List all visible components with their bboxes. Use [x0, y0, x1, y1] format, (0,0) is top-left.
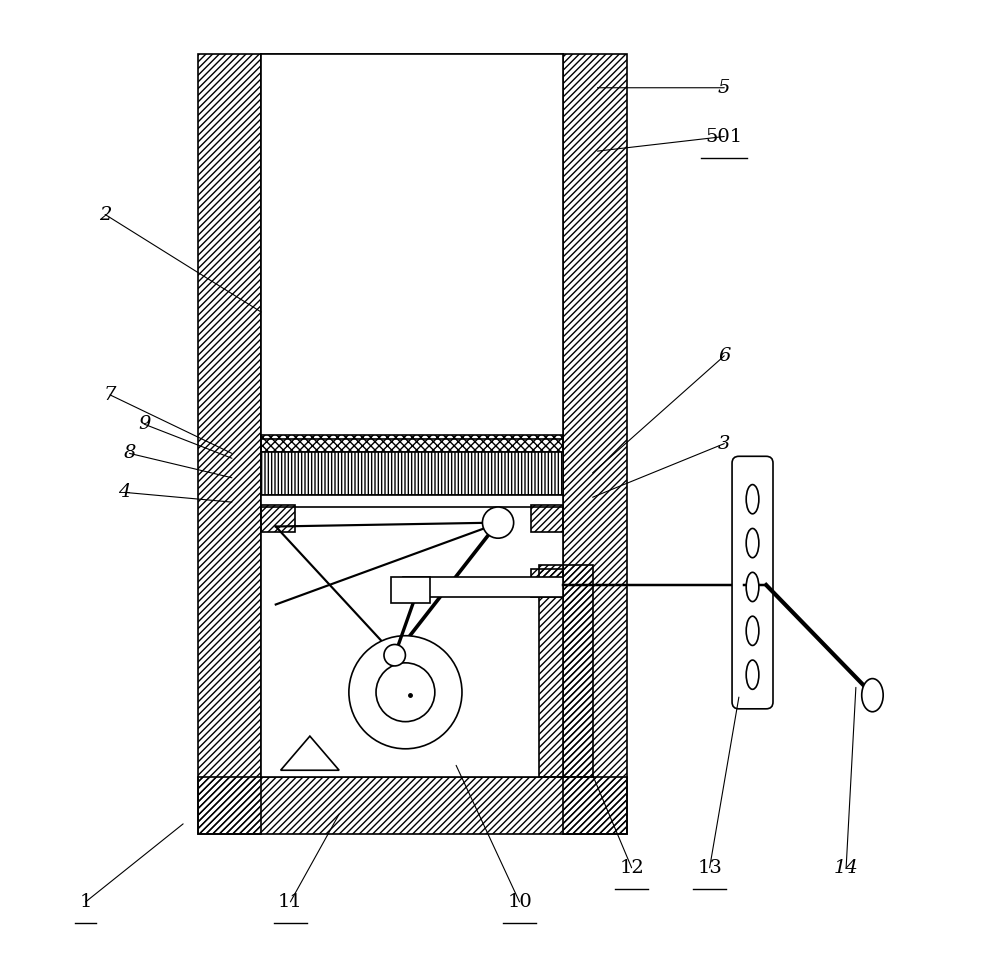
Bar	[261, 495, 563, 507]
Ellipse shape	[746, 616, 759, 645]
Text: 14: 14	[834, 859, 858, 877]
Ellipse shape	[746, 572, 759, 602]
Text: 5: 5	[718, 79, 730, 97]
Text: 501: 501	[706, 128, 743, 145]
Text: 1: 1	[79, 893, 92, 911]
Text: 2: 2	[99, 206, 111, 223]
Bar	[261, 435, 563, 452]
Text: 12: 12	[619, 859, 644, 877]
Bar	[563, 54, 627, 834]
Bar	[539, 565, 593, 777]
Text: 9: 9	[138, 415, 150, 433]
Circle shape	[482, 507, 514, 538]
Bar	[391, 577, 430, 603]
Bar	[198, 777, 627, 834]
Bar	[261, 54, 563, 777]
Circle shape	[384, 644, 405, 666]
Text: 6: 6	[718, 347, 730, 365]
Text: 10: 10	[507, 893, 532, 911]
Text: 11: 11	[278, 893, 303, 911]
Bar	[402, 577, 563, 597]
Text: 7: 7	[104, 386, 116, 404]
Text: 8: 8	[123, 445, 136, 462]
Text: 13: 13	[697, 859, 722, 877]
Circle shape	[349, 636, 462, 749]
Bar	[531, 505, 563, 532]
Ellipse shape	[746, 485, 759, 514]
Ellipse shape	[746, 660, 759, 689]
Circle shape	[376, 663, 435, 722]
Bar	[198, 54, 261, 834]
Bar	[531, 569, 563, 597]
Text: 4: 4	[118, 484, 131, 501]
Text: 3: 3	[718, 435, 730, 452]
Bar	[261, 54, 563, 439]
Bar	[261, 452, 563, 495]
FancyBboxPatch shape	[732, 456, 773, 709]
Ellipse shape	[862, 679, 883, 712]
Ellipse shape	[746, 528, 759, 558]
Bar	[261, 505, 295, 532]
Polygon shape	[281, 736, 339, 770]
